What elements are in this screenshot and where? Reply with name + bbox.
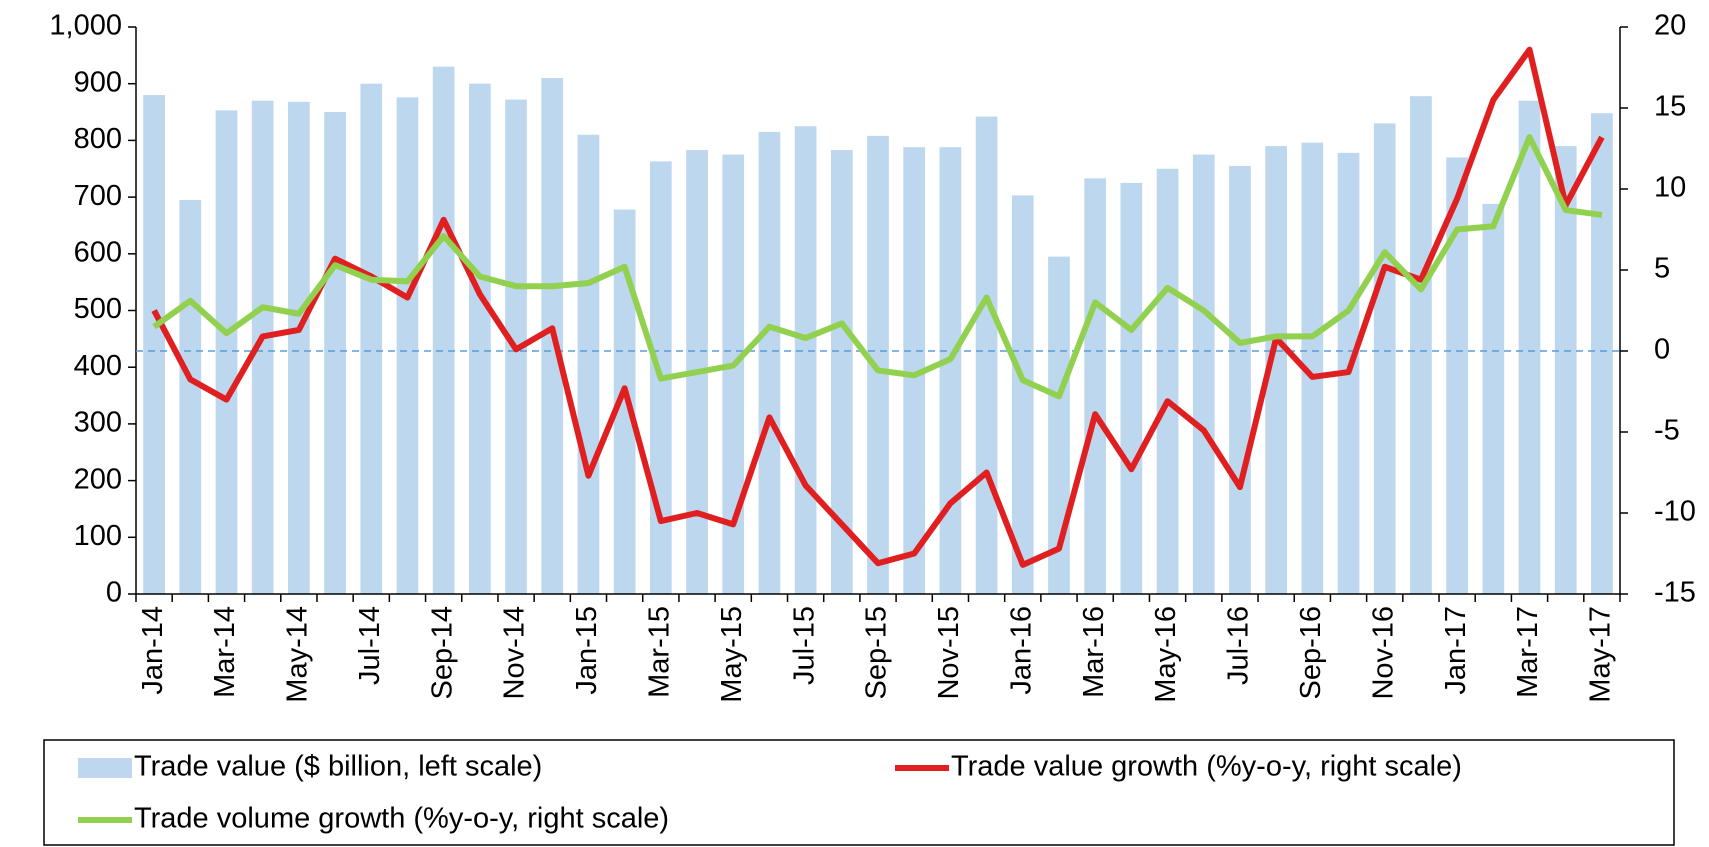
y2-tick-label: 15 — [1654, 91, 1686, 123]
legend-label: Trade value growth (%y-o-y, right scale) — [951, 751, 1462, 783]
y-tick-label: 100 — [74, 520, 122, 552]
y-tick-label: 700 — [74, 180, 122, 212]
y2-tick-label: -15 — [1654, 577, 1696, 609]
y-tick-label: 900 — [74, 66, 122, 98]
bar — [1518, 100, 1541, 595]
x-tick-label: Mar-15 — [643, 606, 675, 698]
y-tick-label: 400 — [74, 350, 122, 382]
x-tick-label: Nov-16 — [1367, 606, 1399, 700]
y2-tick-label: 10 — [1654, 172, 1686, 204]
bar — [251, 100, 274, 595]
bar — [975, 116, 998, 594]
x-tick-label: May-17 — [1585, 606, 1617, 703]
y-tick-label: 300 — [74, 407, 122, 439]
x-tick-label: Nov-14 — [499, 606, 531, 700]
bar — [794, 126, 817, 594]
y2-tick-label: 20 — [1654, 10, 1686, 42]
x-tick-label: Nov-15 — [933, 606, 965, 700]
x-tick-label: Jul-14 — [354, 606, 386, 685]
x-tick-label: Sep-14 — [426, 606, 458, 700]
y-tick-label: 0 — [106, 577, 122, 609]
bar — [577, 134, 600, 595]
legend-box — [43, 739, 1675, 846]
bar — [867, 135, 889, 594]
x-tick-label: Jul-15 — [788, 606, 820, 685]
bar — [1084, 178, 1107, 594]
x-tick-label: Mar-16 — [1078, 606, 1110, 698]
bar — [179, 199, 202, 594]
x-tick-label: May-15 — [716, 606, 748, 703]
bar — [830, 150, 853, 594]
bar — [758, 131, 781, 594]
y-tick-label: 1,000 — [49, 10, 122, 42]
x-tick-label: Jul-16 — [1223, 606, 1255, 685]
bar — [360, 83, 383, 594]
bar — [903, 147, 926, 595]
bar — [1373, 123, 1396, 594]
bar — [1446, 157, 1468, 594]
y-tick-label: 600 — [74, 236, 122, 268]
y2-tick-label: 0 — [1654, 334, 1670, 366]
bar — [1554, 146, 1577, 594]
y-tick-label: 800 — [74, 123, 122, 155]
y2-tick-label: 5 — [1654, 253, 1670, 285]
x-tick-label: Jan-16 — [1005, 606, 1037, 695]
y2-tick-label: -10 — [1654, 496, 1696, 528]
bar — [1591, 113, 1613, 595]
bar — [939, 147, 962, 595]
y-tick-label: 500 — [74, 293, 122, 325]
bar — [1192, 154, 1215, 594]
bar — [722, 154, 745, 594]
bar — [1120, 182, 1143, 595]
y2-tick-label: -5 — [1654, 415, 1680, 447]
x-tick-label: Mar-17 — [1512, 606, 1544, 698]
legend-label: Trade volume growth (%y-o-y, right scale… — [134, 803, 669, 835]
bar — [215, 110, 238, 594]
bar — [1301, 142, 1324, 594]
line — [152, 134, 1603, 400]
bar — [1156, 168, 1179, 594]
bar — [1229, 165, 1251, 595]
bar — [324, 112, 346, 595]
y-tick-label: 200 — [74, 463, 122, 495]
x-tick-label: Jan-17 — [1440, 606, 1472, 695]
bar — [613, 209, 636, 594]
x-tick-label: May-16 — [1150, 606, 1182, 703]
bar — [432, 66, 455, 594]
bar — [1011, 195, 1034, 595]
x-tick-label: Sep-16 — [1295, 606, 1327, 700]
bar — [1265, 146, 1288, 594]
bar — [1482, 203, 1505, 595]
bar — [468, 83, 491, 594]
x-tick-label: Mar-14 — [209, 606, 241, 698]
bar — [143, 95, 165, 594]
x-tick-label: Jan-14 — [137, 606, 169, 695]
bar — [1048, 256, 1070, 594]
bar — [396, 97, 419, 595]
line — [151, 46, 1605, 568]
bar — [1410, 96, 1432, 594]
bar — [288, 101, 310, 595]
x-tick-label: Jan-15 — [571, 606, 603, 695]
x-tick-label: May-14 — [282, 606, 314, 703]
legend-label: Trade value ($ billion, left scale) — [134, 751, 542, 783]
x-tick-label: Sep-15 — [861, 606, 893, 700]
legend-swatch — [78, 758, 132, 778]
